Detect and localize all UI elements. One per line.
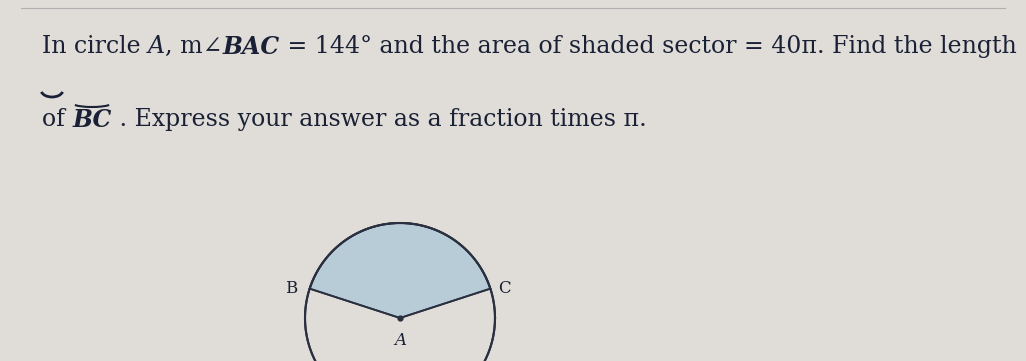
Text: A: A [394,332,406,349]
Text: BC: BC [73,108,112,132]
Text: . Express your answer as a fraction times π.: . Express your answer as a fraction time… [112,108,646,131]
Text: , m∠: , m∠ [165,35,223,58]
Text: BAC: BAC [223,35,280,59]
Text: C: C [499,280,511,297]
Text: B: B [285,280,298,297]
Text: In circle: In circle [42,35,148,58]
Polygon shape [310,223,490,318]
Text: A: A [148,35,165,58]
Text: = 144° and the area of shaded sector = 40π. Find the length: = 144° and the area of shaded sector = 4… [280,35,1017,58]
Text: of: of [42,108,73,131]
